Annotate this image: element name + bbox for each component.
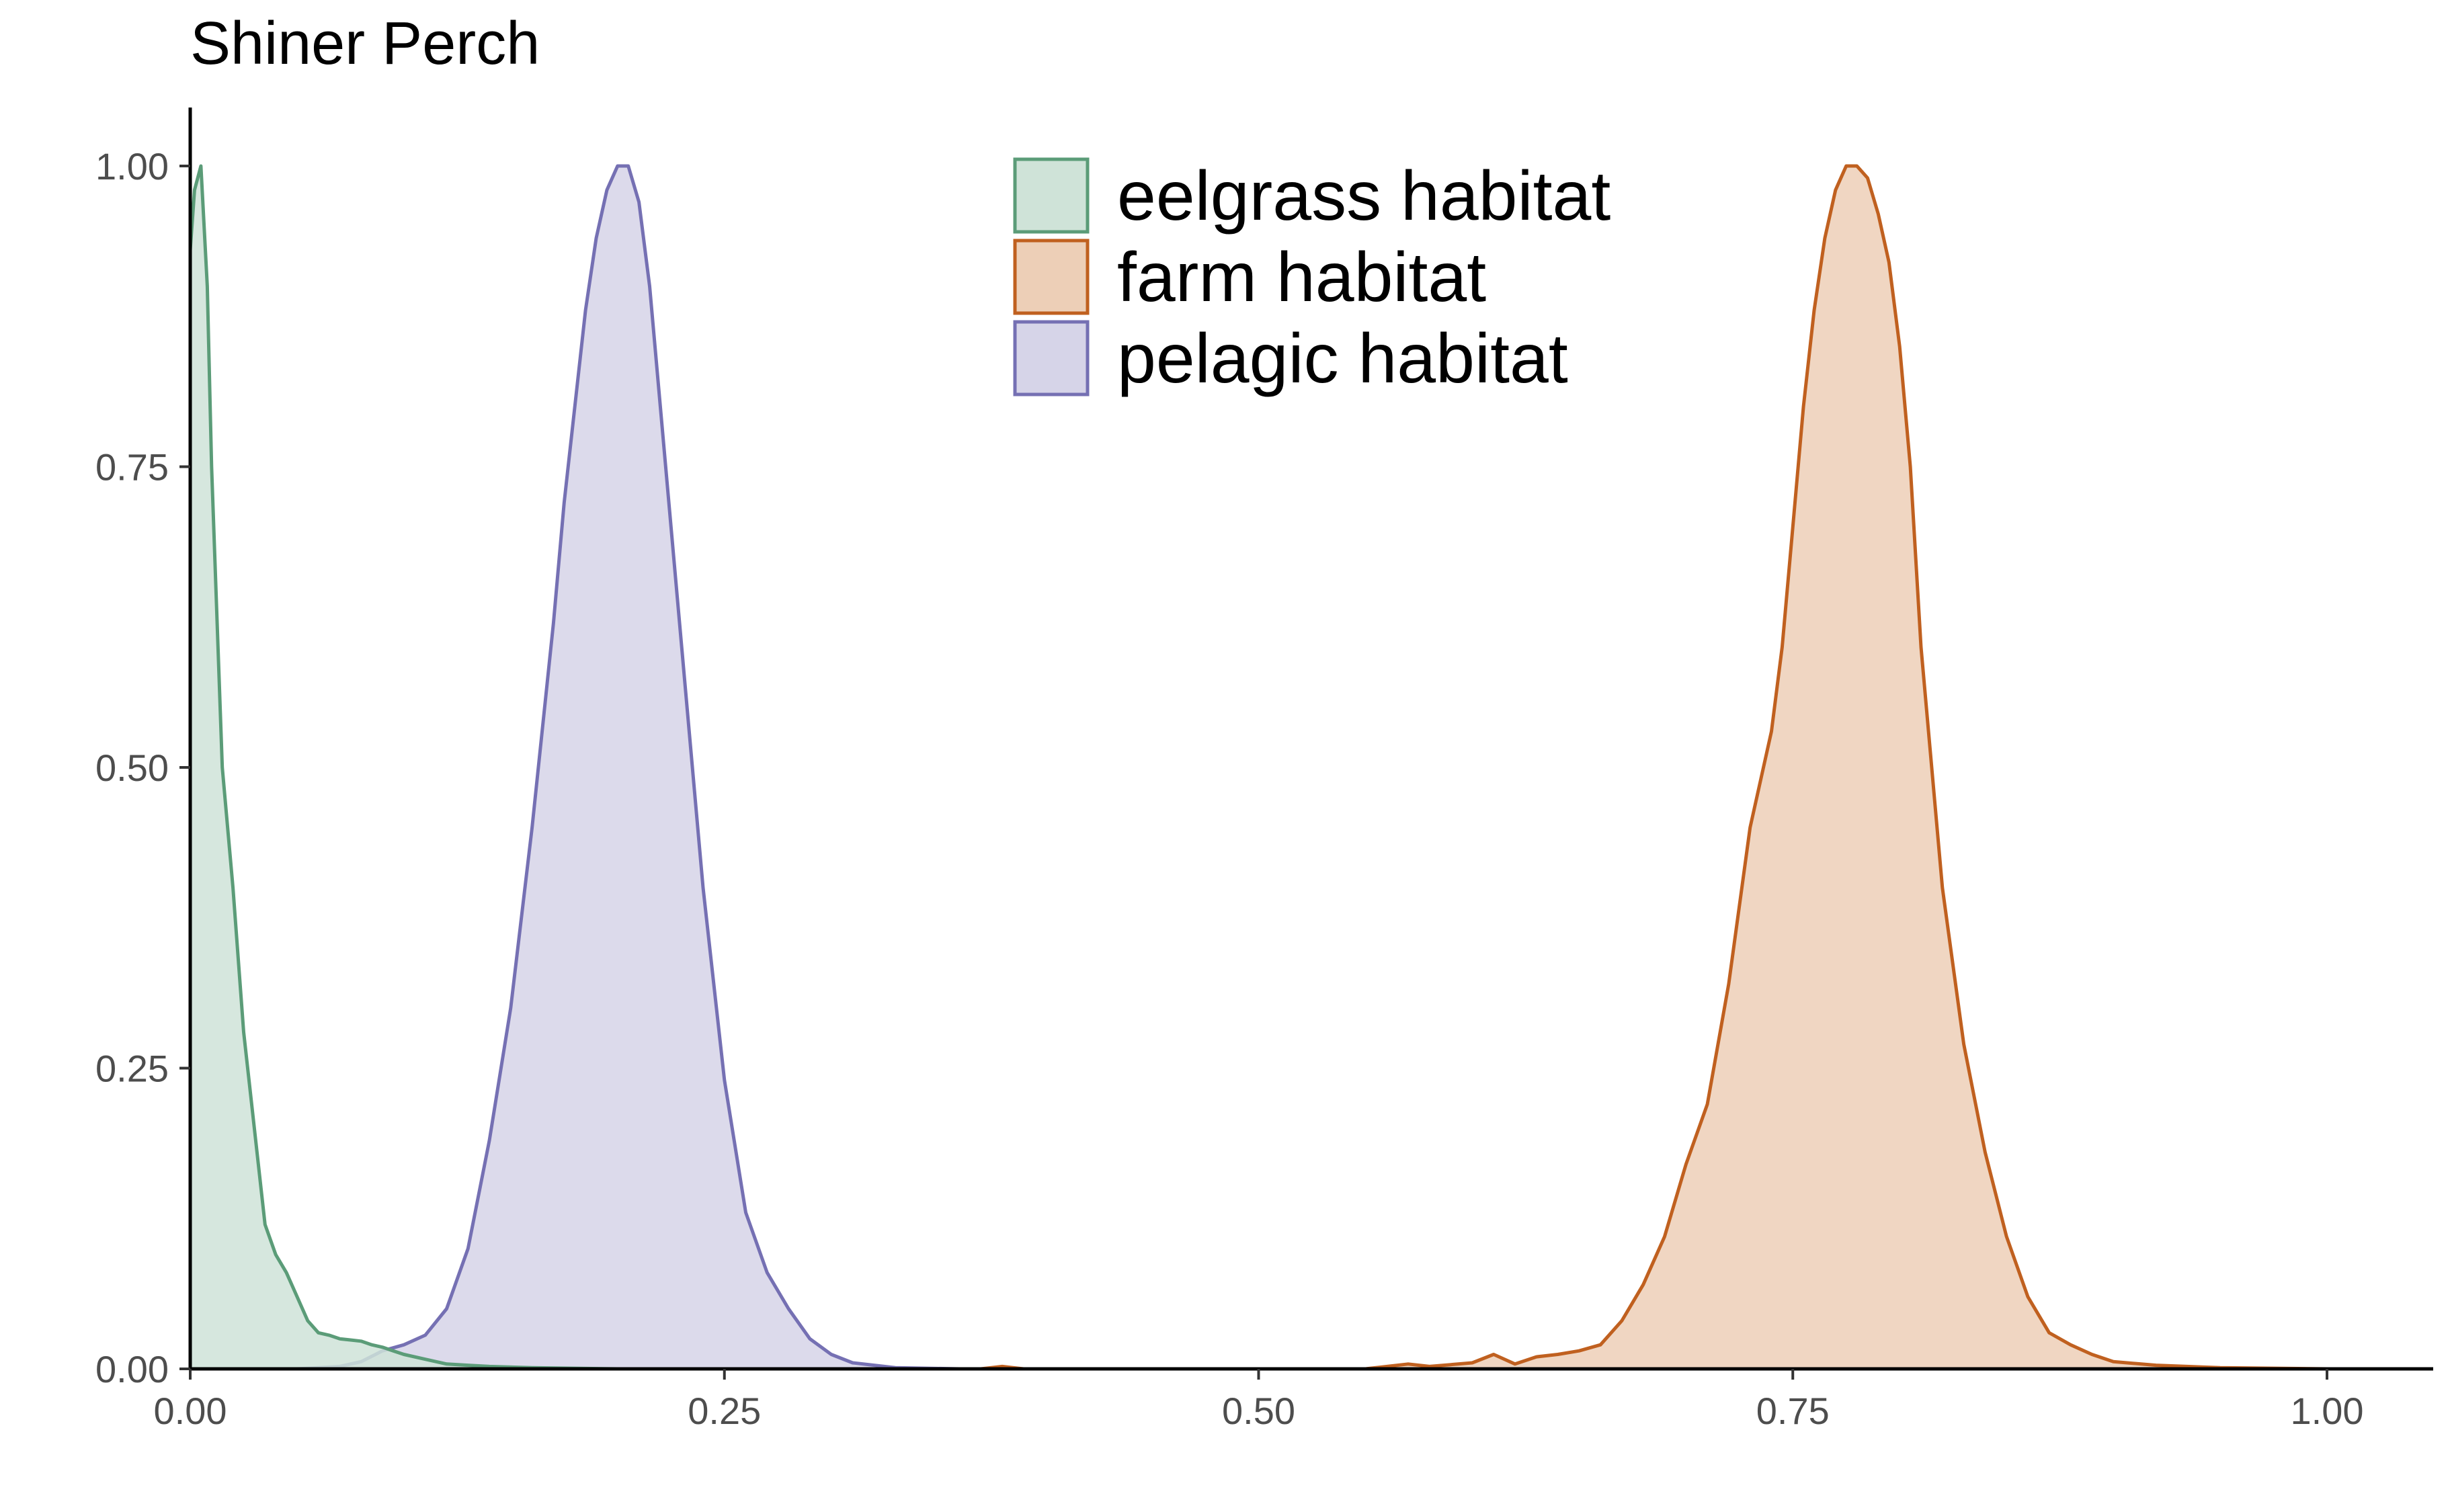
chart-title: Shiner Perch xyxy=(190,10,540,77)
x-tick-label: 0.00 xyxy=(154,1390,227,1432)
x-tick-label: 0.75 xyxy=(1756,1390,1830,1432)
y-tick-label: 0.75 xyxy=(95,446,169,489)
x-tick-label: 0.50 xyxy=(1222,1390,1295,1432)
y-tick-label: 0.25 xyxy=(95,1048,169,1090)
density-line-farm-habitat xyxy=(831,164,2328,1371)
density-area-farm-habitat xyxy=(831,166,2327,1369)
legend-label-pelagic-habitat: pelagic habitat xyxy=(1117,320,1568,398)
x-tick-label: 1.00 xyxy=(2291,1390,2364,1432)
density-area-eelgrass-habitat xyxy=(190,166,618,1369)
x-tick-label: 0.25 xyxy=(688,1390,761,1432)
legend-key-eelgrass-habitat xyxy=(1013,157,1090,234)
density-line-pelagic-habitat xyxy=(296,164,960,1371)
legend-label-eelgrass-habitat: eelgrass habitat xyxy=(1117,157,1610,235)
y-tick-label: 0.00 xyxy=(95,1348,169,1390)
legend-label-farm-habitat: farm habitat xyxy=(1117,239,1486,317)
density-area-pelagic-habitat xyxy=(297,166,960,1369)
series-layer xyxy=(188,164,2328,1371)
y-tick-label: 1.00 xyxy=(95,145,169,187)
legend-key-farm-habitat xyxy=(1013,239,1090,315)
density-line-eelgrass-habitat xyxy=(188,164,618,1371)
axes-layer: 0.00 0.25 0.50 0.75 1.00 0.00 0.25 0.50 0.75 1.00 xyxy=(95,108,2433,1432)
y-tick-label: 0.50 xyxy=(95,747,169,789)
legend-key-pelagic-habitat xyxy=(1013,320,1090,396)
